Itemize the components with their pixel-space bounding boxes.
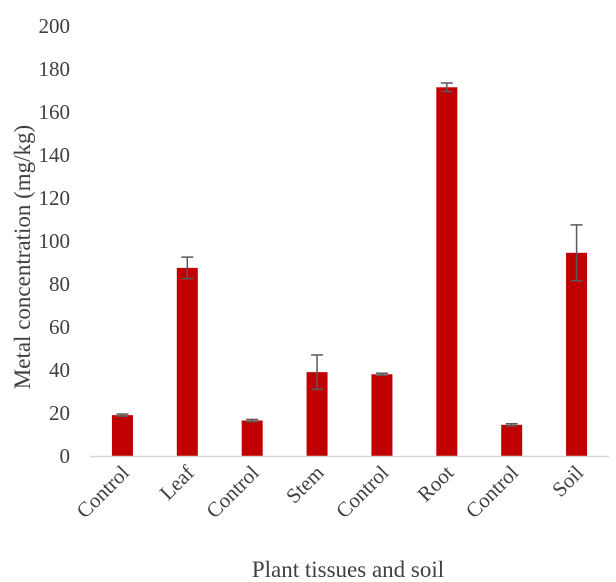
x-category-label: Control <box>72 460 134 522</box>
y-tick-label: 60 <box>49 315 70 339</box>
y-tick-label: 200 <box>39 14 71 38</box>
bars-group <box>111 87 588 457</box>
y-tick-label: 80 <box>49 272 70 296</box>
error-bar <box>505 423 518 427</box>
x-category-label: Stem <box>281 461 328 508</box>
error-bar <box>246 418 259 423</box>
error-bars-group <box>116 82 583 427</box>
bar <box>176 267 198 456</box>
bar <box>241 420 263 456</box>
bar <box>306 372 328 456</box>
y-tick-label: 120 <box>39 186 71 210</box>
x-category-label: Control <box>331 460 393 522</box>
error-bar <box>375 372 388 377</box>
y-tick-label: 180 <box>39 57 71 81</box>
y-tick-label: 140 <box>39 143 71 167</box>
error-bar <box>440 82 453 93</box>
y-tick-label: 160 <box>39 100 71 124</box>
x-category-label: Control <box>201 460 263 522</box>
y-tick-label: 40 <box>49 358 70 382</box>
bar <box>371 374 393 456</box>
error-bar <box>181 256 194 280</box>
x-category-label: Root <box>412 460 458 506</box>
x-axis-title: Plant tissues and soil <box>252 557 444 582</box>
bar <box>566 252 588 456</box>
y-axis-title: Metal concentration (mg/kg) <box>10 125 35 389</box>
bar <box>111 415 133 456</box>
x-category-label: Control <box>461 460 523 522</box>
x-category-label: Leaf <box>155 461 199 505</box>
error-bar <box>570 224 583 282</box>
y-tick-label: 20 <box>49 401 70 425</box>
y-axis-ticks: 0 20 40 60 80 100 120 140 160 180 200 <box>39 14 71 468</box>
bar <box>501 424 523 456</box>
bar <box>436 87 458 457</box>
x-category-label: Soil <box>547 460 588 501</box>
x-axis-category-labels: Control Leaf Control Stem Control Root Control… <box>72 460 589 522</box>
y-tick-label: 0 <box>60 444 71 468</box>
y-tick-label: 100 <box>39 229 71 253</box>
error-bar <box>116 413 129 417</box>
error-bar <box>311 354 324 391</box>
